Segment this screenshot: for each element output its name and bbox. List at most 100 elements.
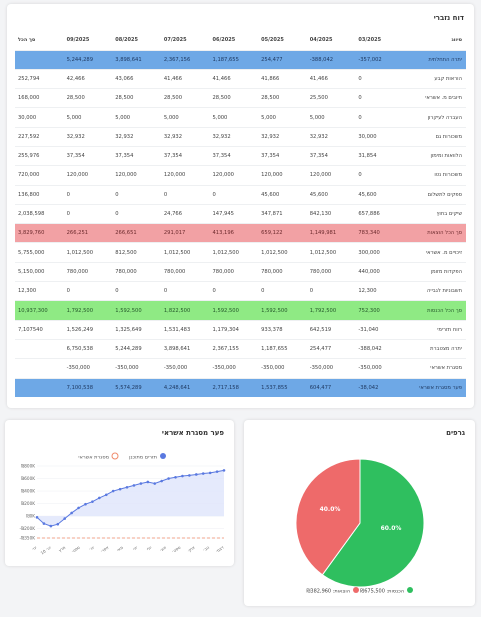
table-cell: 31,040-	[355, 319, 404, 340]
data-point[interactable]	[35, 516, 39, 519]
data-point[interactable]	[188, 474, 191, 477]
row-label: העברה לעיקרון	[404, 107, 466, 128]
data-point[interactable]	[174, 475, 177, 479]
gap-legend[interactable]: תזרים מתוכנן מסגרת אשראי	[78, 452, 166, 461]
table-cell: 32,932	[306, 126, 356, 147]
row-label: חיובים מ. אשראי	[404, 88, 466, 108]
data-point[interactable]	[49, 524, 53, 528]
table-cell: 1,012,500	[63, 242, 113, 263]
table-cell: 1,526,249	[63, 319, 113, 340]
table-cell: 0	[112, 203, 161, 224]
column-header: סך הכל	[18, 36, 36, 43]
data-point[interactable]	[42, 522, 46, 525]
table-cell: 350,000-	[355, 358, 404, 379]
data-point[interactable]	[111, 489, 115, 493]
table-cell	[15, 377, 64, 398]
table-cell: 2,367,155	[209, 338, 259, 359]
table-cell: 37,354	[63, 145, 113, 166]
data-point[interactable]	[146, 480, 150, 484]
table-cell: 12,300	[355, 281, 404, 301]
table-row: חשבוניות לגבייה 12,300 0 0 0 0 0 0 12,300	[15, 281, 466, 301]
table-cell: 0	[306, 281, 356, 301]
data-point[interactable]	[98, 496, 101, 500]
table-cell: 120,000	[160, 165, 210, 186]
table-cell: 6,750,538	[63, 338, 113, 359]
table-cell: 780,000	[258, 261, 307, 282]
table-cell: 45,600	[306, 184, 356, 205]
table-cell: 300,000	[355, 242, 404, 263]
table-cell: 440,000	[355, 261, 404, 282]
table-row: מסגרת אשראי 350,000- 350,000- 350,000- 350,0…	[15, 358, 466, 379]
table-cell: 0	[209, 184, 259, 205]
data-point[interactable]	[91, 500, 94, 503]
row-label: יתרה התחלתית	[404, 49, 466, 70]
data-point[interactable]	[139, 482, 143, 485]
report-title: דוח נזברי	[433, 14, 464, 22]
x-tick-label: ספט׳	[171, 544, 182, 554]
row-label: זיכויים מ. אשראי	[404, 242, 466, 263]
table-cell: 357,002-	[355, 49, 404, 70]
table-row: ספקים לתשלום 45,600 45,600 45,600 0 0 0 0 136,80…	[15, 184, 466, 205]
data-point[interactable]	[153, 482, 157, 485]
data-point[interactable]	[201, 472, 205, 475]
data-point[interactable]	[70, 511, 73, 515]
data-point[interactable]	[118, 487, 122, 491]
table-row: זיכויים מ. אשראי 300,000 1,012,500 1,012,50…	[15, 242, 466, 263]
pie-slice-expenses[interactable]	[295, 458, 361, 576]
table-cell: 254,477	[306, 338, 356, 359]
x-tick-label: יולי	[146, 545, 153, 552]
data-point[interactable]	[132, 484, 136, 487]
data-point[interactable]	[125, 485, 129, 489]
gap-chart-title: פער מסגרת אשראי	[161, 429, 224, 437]
table-cell: 1,592,500	[258, 300, 307, 321]
table-cell: 25,500	[306, 88, 356, 108]
table-cell	[15, 338, 64, 359]
table-cell: 1,531,483	[160, 319, 210, 340]
x-tick-label: ינו׳	[30, 545, 37, 552]
data-point[interactable]	[167, 477, 170, 480]
table-cell: 752,300	[355, 300, 404, 321]
data-point[interactable]	[215, 470, 219, 473]
table-cell: 32,932	[160, 126, 210, 147]
data-point[interactable]	[104, 493, 108, 497]
table-cell: 5,000	[209, 107, 259, 128]
table-cell: 1,012,500	[160, 242, 210, 263]
x-tick-label: ינו׳ 10	[40, 545, 52, 556]
table-cell: 0	[160, 184, 210, 205]
column-header: 06/2025	[212, 36, 236, 43]
row-label: יתרה מצטברת	[404, 338, 466, 359]
data-point[interactable]	[56, 522, 60, 526]
data-point[interactable]	[222, 469, 226, 472]
table-row: הלוואות ומימון 31,854 37,354 37,354 37,354 37…	[15, 145, 466, 166]
data-point[interactable]	[63, 517, 67, 520]
table-cell: 41,466	[209, 68, 259, 89]
table-cell: 1,822,500	[160, 300, 210, 321]
data-point[interactable]	[208, 471, 212, 475]
table-cell: 0	[160, 281, 210, 301]
table-cell: 2,717,158	[209, 377, 259, 398]
table-row: פער מסגרת אשראי 38,042- 604,477 1,537,855 2,…	[15, 377, 466, 398]
table-cell: 1,325,649	[112, 319, 161, 340]
table-cell: 5,755,000	[15, 242, 64, 263]
data-point[interactable]	[160, 479, 163, 483]
table-cell: 254,477	[258, 49, 307, 70]
table-cell: 266,251	[63, 223, 113, 243]
table-row: העברה לעיקרון 0 5,000 5,000 5,000 5,000 5,000 5…	[15, 107, 466, 128]
x-tick-label: אוק׳	[186, 545, 196, 554]
table-cell: 1,592,500	[209, 300, 259, 321]
legend-limit-marker	[111, 452, 119, 460]
table-cell: 1,792,500	[63, 300, 113, 321]
legend-income-label: הכנסות: ₪675,500	[360, 589, 404, 595]
table-cell: 5,150,000	[15, 261, 64, 282]
column-header: 03/2025	[358, 36, 382, 43]
pie-legend[interactable]: הכנסות: ₪675,500 הוצאות: ₪382,960	[307, 587, 413, 595]
data-point[interactable]	[181, 474, 184, 478]
table-header-row: סיווג 03/2025 04/2025 05/2025 06/2025 07/2025…	[15, 30, 466, 50]
data-point[interactable]	[77, 506, 80, 510]
table-cell: 255,976	[15, 145, 64, 166]
table-cell: 3,898,641	[160, 338, 210, 359]
pie-slice-income[interactable]	[321, 458, 425, 588]
data-point[interactable]	[84, 502, 87, 506]
data-point[interactable]	[194, 473, 198, 476]
table-cell: 1,149,981	[306, 223, 356, 243]
